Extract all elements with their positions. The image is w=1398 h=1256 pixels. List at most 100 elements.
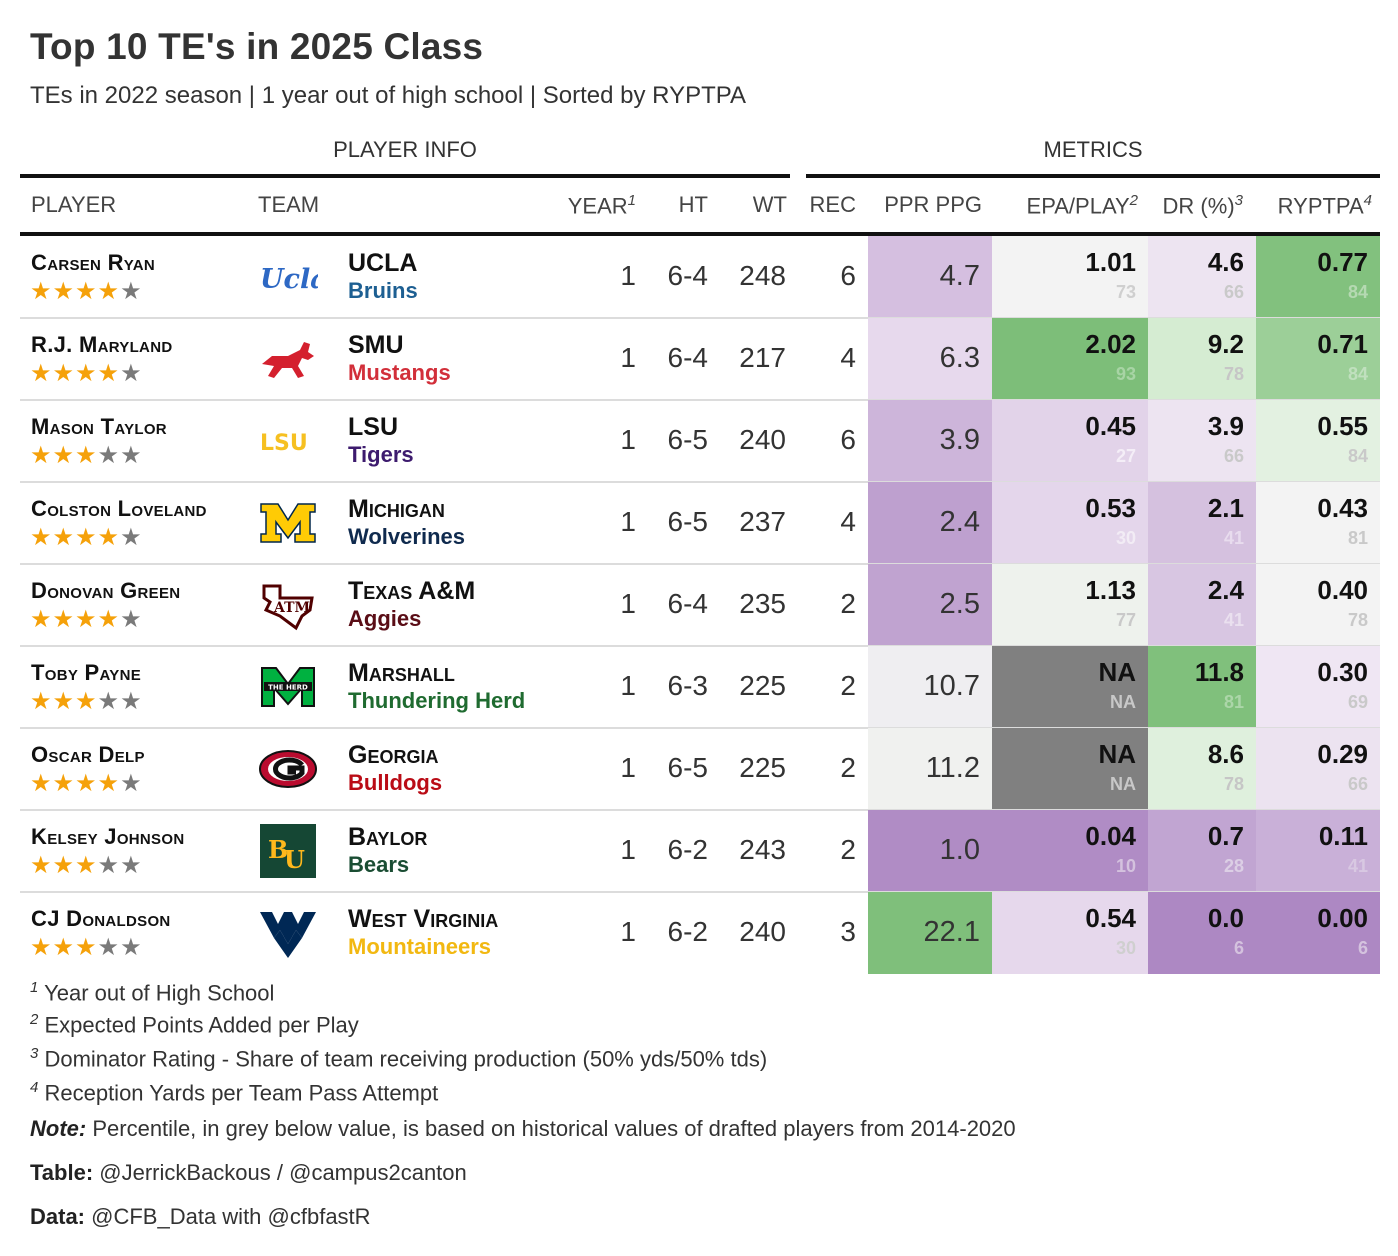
year-value: 1 [620,506,636,537]
star-filled-icon: ★ [97,606,121,633]
star-filled-icon: ★ [30,770,53,797]
ryptpa-cell: 0.77 84 [1256,236,1380,318]
epa-percentile: 30 [1115,528,1136,548]
ryptpa-percentile: 84 [1347,364,1368,384]
weight-value: 225 [739,752,786,783]
star-filled-icon: ★ [75,770,98,797]
ryptpa-cell: 0.40 78 [1256,564,1380,646]
footnote-1-text: Year out of High School [44,980,275,1006]
star-rating: ★★★★★ [30,362,143,386]
receptions-value: 2 [840,752,856,783]
col-dr: DR (%)3 [1163,192,1243,219]
star-filled-icon: ★ [30,524,53,551]
col-ryptpa-footnote-mark: 4 [1363,192,1372,209]
star-rating: ★★★★★ [30,608,143,632]
col-dr-footnote-mark: 3 [1234,192,1243,209]
team-school: SMU [348,331,404,359]
row-divider [20,563,1380,565]
dr-cell: 3.9 66 [1148,400,1256,482]
col-year-label: YEAR [567,193,628,219]
row-divider [20,727,1380,729]
star-filled-icon: ★ [30,934,53,961]
receptions-value: 2 [840,588,856,619]
header-rule [20,232,1380,236]
ryptpa-value: 0.71 [1317,329,1368,359]
star-filled-icon: ★ [30,278,53,305]
star-filled-icon: ★ [97,278,121,305]
col-dr-label: DR (%) [1162,193,1235,219]
epa-percentile: 10 [1115,856,1136,876]
star-empty-icon: ★ [120,688,143,715]
epa-value: 0.54 [1085,903,1136,933]
weight-value: 225 [739,670,786,701]
dr-cell: 9.2 78 [1148,318,1256,400]
receptions-value: 6 [840,424,856,455]
ppr-ppg-cell: 1.0 [868,810,992,892]
dr-percentile: 78 [1223,774,1244,794]
team-school: LSU [348,413,398,441]
height-value: 6-5 [667,506,708,537]
star-filled-icon: ★ [97,770,121,797]
star-filled-icon: ★ [30,606,53,633]
dr-percentile: 81 [1223,692,1244,712]
star-filled-icon: ★ [52,524,76,551]
table-credit-label: Table: [30,1160,94,1185]
ppr-ppg-value: 10.7 [923,670,980,702]
team-mascot: Bears [348,852,410,877]
height-value: 6-2 [667,834,708,865]
star-filled-icon: ★ [75,360,98,387]
footnote-4: 4 Reception Yards per Team Pass Attempt [30,1079,438,1106]
row-divider [20,317,1380,319]
dr-value: 11.8 [1194,657,1244,687]
epa-cell: 0.04 10 [992,810,1148,892]
col-epa: EPA/PLAY2 [1027,192,1138,219]
ryptpa-percentile: 69 [1347,692,1368,712]
dr-cell: 2.1 41 [1148,482,1256,564]
epa-cell: 0.54 30 [992,892,1148,974]
receptions-value: 6 [840,260,856,291]
table-row: Donovan Green ★★★★★ ATM Texas A&M Aggies 1 6-4… [20,564,1380,646]
star-filled-icon: ★ [52,852,76,879]
dr-cell: 0.0 6 [1148,892,1256,974]
ppr-ppg-cell: 3.9 [868,400,992,482]
star-rating: ★★★★★ [30,936,143,960]
receptions-value: 4 [840,506,856,537]
team-school: Baylor [348,823,428,851]
epa-cell: 2.02 93 [992,318,1148,400]
height-value: 6-4 [667,260,708,291]
receptions-value: 4 [840,342,856,373]
epa-cell: 0.45 27 [992,400,1148,482]
col-player: PLAYER [31,192,117,217]
star-empty-icon: ★ [97,442,121,469]
ppr-ppg-value: 22.1 [923,916,980,948]
star-empty-icon: ★ [120,442,143,469]
weight-value: 248 [739,260,786,291]
ryptpa-value: 0.30 [1317,657,1368,687]
row-divider [20,645,1380,647]
player-name: Donovan Green [31,578,181,603]
ppr-ppg-value: 1.0 [939,834,980,866]
player-name: Carsen Ryan [31,250,155,275]
dr-value: 8.6 [1207,739,1244,769]
texas-am-logo: ATM [258,576,318,634]
dr-percentile: 66 [1223,282,1244,302]
star-filled-icon: ★ [30,852,53,879]
star-filled-icon: ★ [52,360,76,387]
weight-value: 243 [739,834,786,865]
epa-cell: NA NA [992,646,1148,728]
footnote-2-text: Expected Points Added per Play [44,1012,359,1038]
svg-text:LSU: LSU [260,431,308,456]
dr-cell: 8.6 78 [1148,728,1256,810]
height-value: 6-4 [667,342,708,373]
footnote-3: 3 Dominator Rating - Share of team recei… [30,1045,767,1072]
svg-text:B: B [268,835,288,864]
epa-percentile: NA [1110,692,1136,712]
ryptpa-cell: 0.71 84 [1256,318,1380,400]
ppr-ppg-cell: 11.2 [868,728,992,810]
marshall-logo: THE HERD [258,658,318,716]
table-row: Kelsey Johnson ★★★★★ B U Baylor Bears 1 6-2 243 2… [20,810,1380,892]
star-filled-icon: ★ [97,360,121,387]
svg-text:THE HERD: THE HERD [268,684,308,692]
metrics-rule [806,174,1380,178]
player-info-rule [20,174,790,178]
